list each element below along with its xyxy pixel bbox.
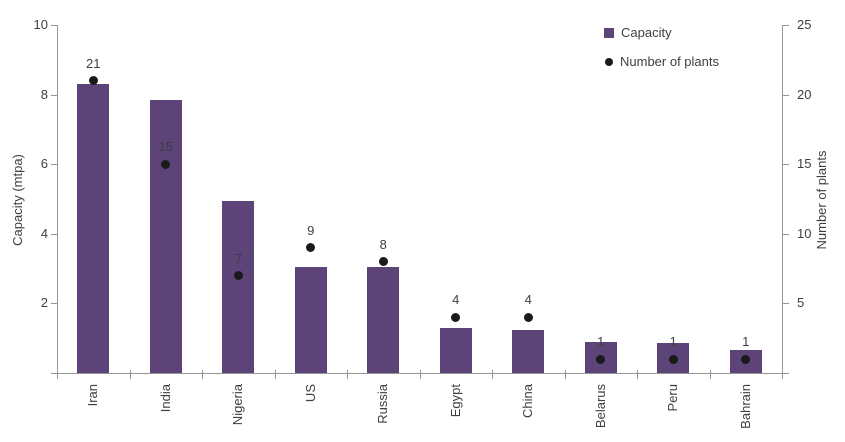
capacity-bar-legend-icon <box>604 28 614 38</box>
right-axis-tick-label: 10 <box>797 225 812 241</box>
number-of-plants-data-label: 4 <box>452 292 460 308</box>
number-of-plants-dot <box>668 354 678 364</box>
left-axis-tick <box>51 303 57 305</box>
left-axis-tick <box>51 25 57 26</box>
left-axis-line <box>57 25 58 373</box>
x-axis-tick <box>347 370 348 379</box>
number-of-plants-dot <box>88 76 98 86</box>
right-axis-tick-label: 20 <box>797 86 812 102</box>
legend: Capacity Number of plants <box>604 22 719 80</box>
x-axis-tick <box>492 370 493 379</box>
plants-dot-legend-icon <box>605 58 613 66</box>
x-axis-tick <box>202 370 203 379</box>
left-axis-tick <box>51 94 57 96</box>
right-axis-tick <box>783 373 789 374</box>
legend-item-number-of-plants: Number of plants <box>604 51 719 73</box>
right-axis-tick-label: 25 <box>797 17 812 32</box>
x-axis-category-label: China <box>520 383 554 418</box>
x-axis-category-label: Nigeria <box>230 383 271 425</box>
legend-label-number-of-plants: Number of plants <box>620 54 719 69</box>
x-axis-category-label-text: Russia <box>375 384 391 424</box>
capacity-bar <box>149 99 182 373</box>
capacity-bar <box>367 266 400 373</box>
right-axis-tick-label: 5 <box>797 295 805 311</box>
x-axis-tick <box>274 370 276 379</box>
x-axis-category-label-text: Egypt <box>447 384 463 418</box>
x-axis-category-label: Egypt <box>448 383 481 417</box>
x-axis-tick <box>564 370 566 379</box>
x-axis-tick <box>709 370 711 379</box>
left-axis-tick <box>51 164 57 166</box>
x-axis-category-label: Iran <box>85 383 107 406</box>
number-of-plants-dot <box>378 257 388 267</box>
x-axis-category-label: Peru <box>665 383 692 411</box>
x-axis-tick <box>57 370 58 379</box>
x-axis-category-label: Belarus <box>593 383 637 428</box>
x-axis-category-label-text: India <box>157 384 173 413</box>
x-axis-category-label: India <box>158 383 186 412</box>
legend-item-capacity: Capacity <box>604 22 719 44</box>
x-axis-category-label-text: Iran <box>85 384 101 407</box>
number-of-plants-data-label: 15 <box>158 139 173 155</box>
left-axis-tick-label: 2 <box>40 295 48 311</box>
x-axis-category-label: Bahrain <box>738 383 783 429</box>
x-axis-category-label-text: China <box>520 384 536 418</box>
number-of-plants-dot <box>741 354 751 364</box>
capacity-bar <box>222 200 255 373</box>
right-axis-line <box>782 25 783 373</box>
x-axis-tick <box>782 370 783 379</box>
number-of-plants-dot <box>451 312 461 322</box>
x-axis-category-label-text: US <box>302 384 318 403</box>
left-axis-tick-label: 8 <box>40 86 48 102</box>
x-axis-tick <box>419 370 421 379</box>
x-axis-tick <box>637 370 638 379</box>
x-axis-category-label-text: Bahrain <box>737 384 753 429</box>
right-axis-tick <box>783 233 789 235</box>
number-of-plants-dot <box>306 243 316 253</box>
left-axis-tick-label: 10 <box>33 17 48 32</box>
right-axis-tick <box>783 25 789 26</box>
number-of-plants-data-label: 1 <box>597 334 605 350</box>
x-axis-category-label-text: Nigeria <box>230 384 246 426</box>
capacity-bar <box>512 329 545 373</box>
number-of-plants-data-label: 9 <box>307 222 315 238</box>
left-axis-tick-label: 6 <box>40 156 48 172</box>
right-axis-tick <box>783 94 789 96</box>
number-of-plants-data-label: 1 <box>742 334 750 350</box>
number-of-plants-data-label: 1 <box>669 334 677 350</box>
left-axis-tick <box>51 373 57 374</box>
x-axis-category-label-text: Peru <box>665 384 681 412</box>
capacity-bar <box>439 327 472 373</box>
number-of-plants-data-label: 8 <box>379 236 387 252</box>
right-axis-tick <box>783 303 789 305</box>
x-axis-category-label: Russia <box>375 383 415 424</box>
x-axis-category-label-text: Belarus <box>592 384 608 429</box>
number-of-plants-data-label: 7 <box>234 250 242 266</box>
number-of-plants-dot <box>161 159 171 169</box>
right-axis-tick-label: 15 <box>797 156 812 172</box>
x-axis-tick <box>129 370 131 379</box>
left-axis-tick-label: 4 <box>40 225 48 241</box>
number-of-plants-data-label: 4 <box>524 292 532 308</box>
capacity-bar <box>77 84 110 373</box>
right-axis-tick <box>783 164 789 166</box>
left-axis-tick <box>51 233 57 235</box>
capacity-bar <box>294 266 327 373</box>
x-axis-category-label: US <box>302 383 321 403</box>
number-of-plants-dot <box>596 354 606 364</box>
number-of-plants-dot <box>523 312 533 322</box>
legend-label-capacity: Capacity <box>621 25 672 40</box>
number-of-plants-dot <box>233 271 243 281</box>
number-of-plants-data-label: 21 <box>86 55 101 71</box>
